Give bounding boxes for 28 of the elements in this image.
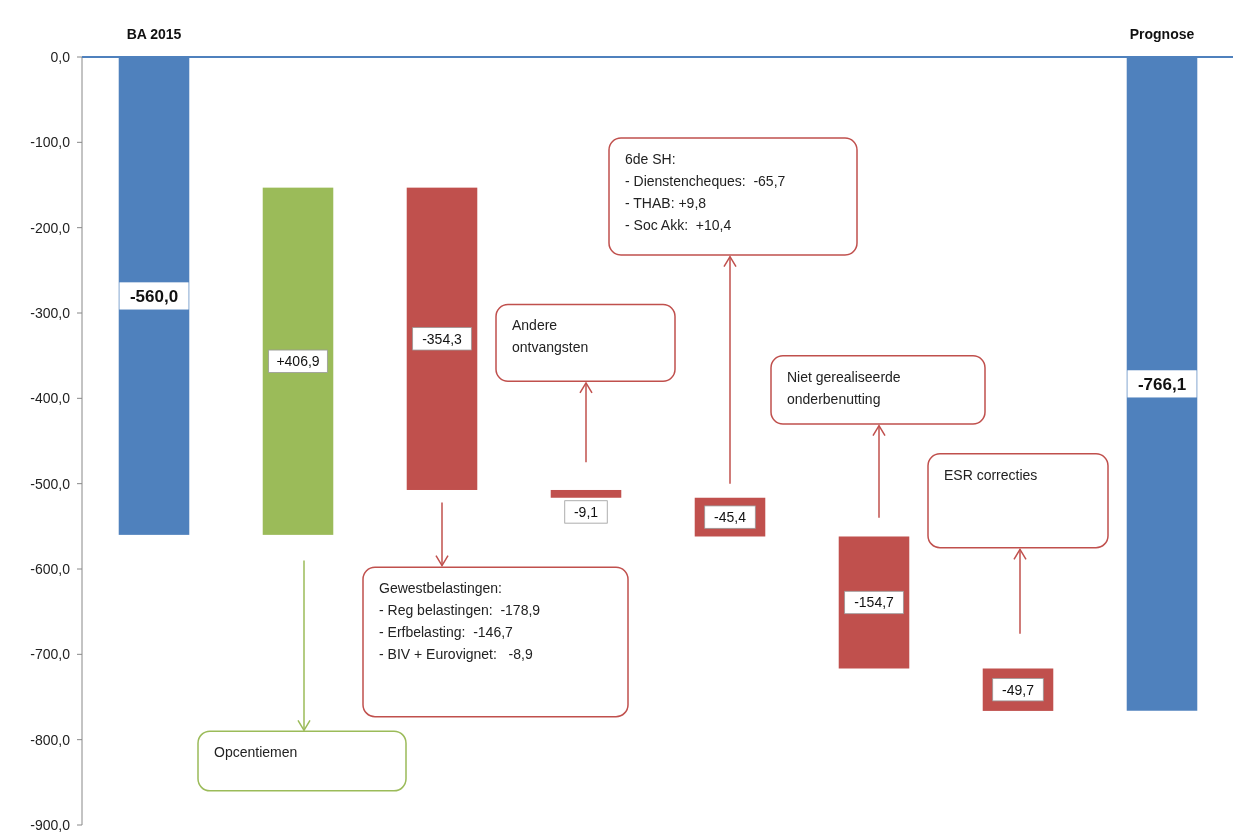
y-tick-label: -900,0 [30,816,71,833]
annotation: Andere ontvangsten [512,317,589,356]
data-label: -9,1 [573,503,599,520]
annotation: 6de SH: - Dienstencheques: -65,7 - THAB: +9,8 - Soc Akk: +10,4 [625,151,786,234]
x-tick-label: BA 2015 [126,26,182,42]
annotation: Niet gerealiseerde onderbenutting [787,368,901,407]
y-tick-label: -100,0 [30,134,71,151]
data-label: -766,1 [1137,374,1187,394]
annotation: Opcentiemen [214,744,298,761]
y-tick-label: 0,0 [50,48,71,65]
bar [406,187,478,490]
y-tick-label: -600,0 [30,560,71,577]
data-label: -154,7 [854,594,895,611]
bar [262,187,334,535]
data-label: -354,3 [422,330,463,347]
y-tick-label: -800,0 [30,731,71,748]
y-tick-label: -300,0 [30,304,71,321]
data-label: -45,4 [714,509,747,526]
annotation: ESR correcties [944,466,1038,483]
y-tick-label: -700,0 [30,646,71,663]
y-tick-label: -200,0 [30,219,71,236]
x-tick-label: Prognose [1129,26,1195,42]
y-tick-label: -400,0 [30,390,71,407]
data-label: +406,9 [276,353,320,370]
y-tick-label: -500,0 [30,475,71,492]
data-label: -49,7 [1002,681,1035,698]
data-label: -560,0 [129,286,179,306]
annotation: Gewestbelastingen: - Reg belastingen: -178,9 - Erfbelasting: -146,7 - BIV + Eurovignet: -8,9 [379,580,541,663]
